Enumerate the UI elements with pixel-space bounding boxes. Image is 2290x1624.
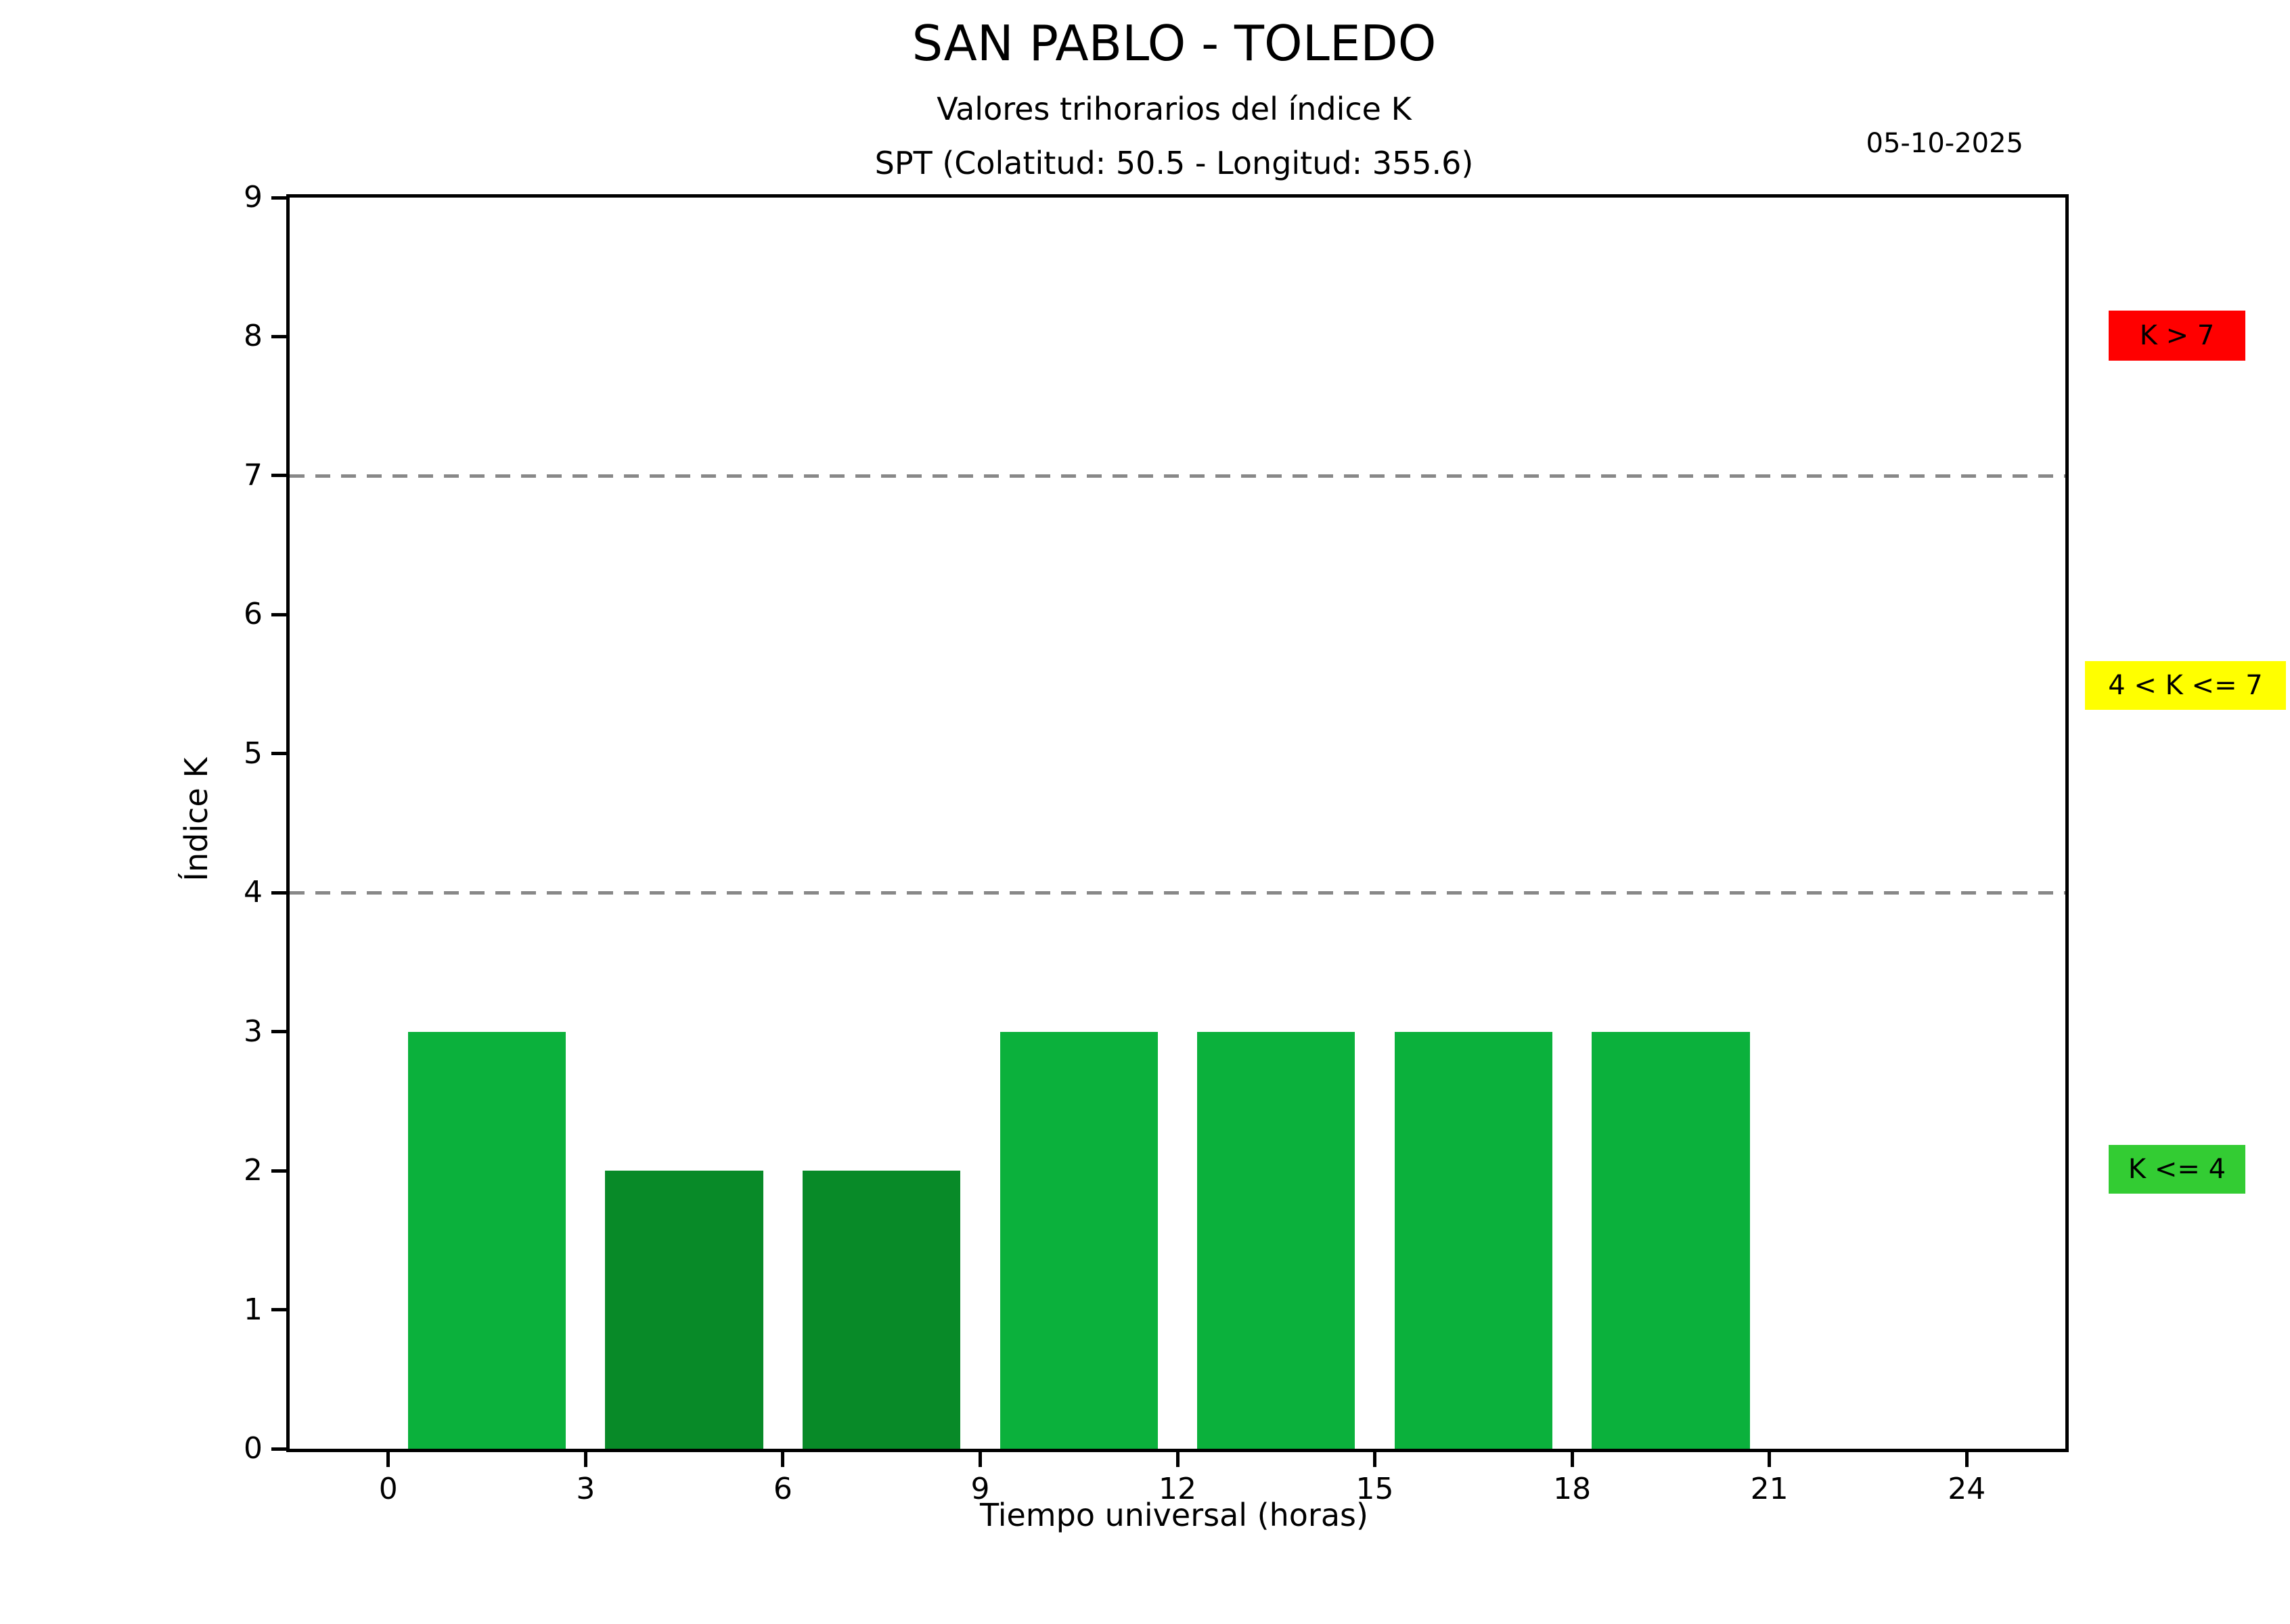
y-tick-label-9: 9 — [244, 180, 263, 215]
plot-area: 0 3 6 9 12 15 18 21 24 0 1 2 3 4 5 6 7 8 9 — [244, 183, 2069, 1504]
bar-18-21h — [1592, 1031, 1750, 1449]
station-info: SPT (Colatitud: 50.5 - Longitud: 355.6) — [874, 145, 1474, 181]
bar-15-18h — [1394, 1031, 1552, 1449]
x-tick-label-15: 15 — [1355, 1472, 1394, 1506]
x-tick-mark-0 — [386, 1452, 390, 1467]
y-tick-label-2: 2 — [244, 1153, 263, 1188]
y-tick-label-1: 1 — [244, 1292, 263, 1327]
y-tick-mark-8 — [271, 334, 286, 338]
y-axis-title: Índice K — [178, 757, 215, 882]
legend-label-k-gt-7: K > 7 — [2139, 320, 2215, 351]
bar-09-12h — [1000, 1031, 1158, 1449]
y-tick-label-4: 4 — [244, 875, 263, 910]
x-tick-mark-3 — [583, 1452, 587, 1467]
page-title: SAN PABLO - TOLEDO — [912, 15, 1437, 72]
x-tick-label-12: 12 — [1159, 1472, 1196, 1506]
x-tick-label-24: 24 — [1948, 1472, 1986, 1506]
chart-subtitle: Valores trihorarios del índice K — [937, 91, 1412, 127]
x-tick-mark-18 — [1570, 1452, 1574, 1467]
legend-label-k-4-to-7: 4 < K <= 7 — [2108, 670, 2263, 701]
y-tick-label-7: 7 — [244, 457, 263, 493]
y-tick-mark-6 — [271, 612, 286, 616]
x-tick-mark-9 — [978, 1452, 982, 1467]
threshold-line-k7 — [290, 474, 2065, 478]
bar-06-09h — [803, 1171, 961, 1449]
y-tick-mark-7 — [271, 474, 286, 478]
y-tick-label-0: 0 — [244, 1431, 263, 1466]
x-tick-mark-6 — [781, 1452, 785, 1467]
legend-item-k-4-to-7: 4 < K <= 7 — [2085, 661, 2286, 710]
x-tick-mark-12 — [1175, 1452, 1180, 1467]
threshold-line-k4 — [290, 891, 2065, 895]
bar-03-06h — [605, 1171, 763, 1449]
y-tick-label-8: 8 — [244, 319, 263, 354]
bar-00-03h — [407, 1031, 566, 1449]
bar-12-15h — [1197, 1031, 1355, 1449]
y-tick-label-3: 3 — [244, 1014, 263, 1049]
x-tick-label-3: 3 — [576, 1472, 596, 1506]
x-tick-label-9: 9 — [970, 1472, 990, 1506]
x-tick-label-6: 6 — [773, 1472, 792, 1506]
legend-item-k-le-4: K <= 4 — [2109, 1145, 2245, 1194]
x-axis-title: Tiempo universal (horas) — [980, 1497, 1368, 1533]
legend-label-k-le-4: K <= 4 — [2128, 1154, 2226, 1185]
x-tick-mark-24 — [1965, 1452, 1969, 1467]
date-label: 05-10-2025 — [1866, 128, 2023, 159]
x-tick-label-18: 18 — [1553, 1472, 1592, 1506]
y-tick-label-5: 5 — [244, 736, 263, 771]
x-tick-mark-15 — [1373, 1452, 1377, 1467]
x-tick-mark-21 — [1768, 1452, 1772, 1467]
y-tick-mark-1 — [271, 1308, 286, 1312]
y-tick-mark-5 — [271, 752, 286, 756]
y-tick-mark-3 — [271, 1030, 286, 1034]
x-tick-label-0: 0 — [378, 1472, 398, 1506]
legend-item-k-gt-7: K > 7 — [2109, 311, 2245, 361]
y-tick-mark-9 — [271, 196, 286, 200]
y-tick-mark-4 — [271, 890, 286, 895]
y-tick-label-6: 6 — [244, 597, 263, 632]
y-tick-mark-0 — [271, 1447, 286, 1451]
x-tick-label-21: 21 — [1750, 1472, 1789, 1506]
y-tick-mark-2 — [271, 1169, 286, 1173]
